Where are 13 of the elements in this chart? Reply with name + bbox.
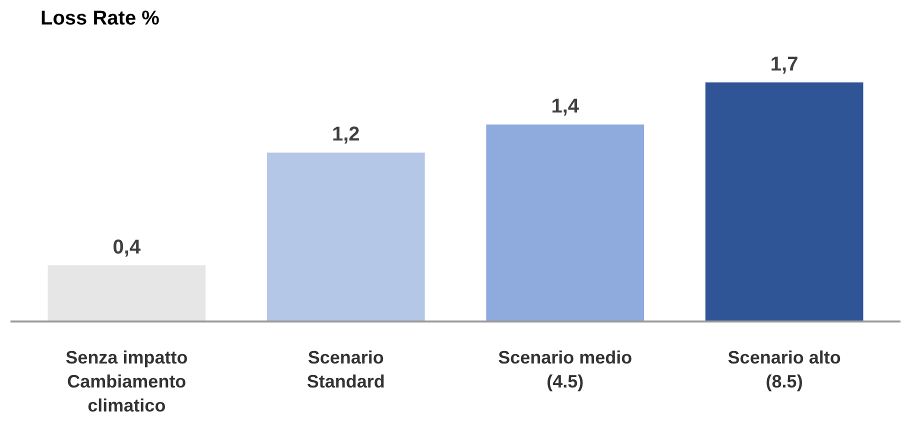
x-tick-label: Scenario Standard xyxy=(306,348,385,392)
chart-title: Loss Rate % xyxy=(40,8,160,30)
bar xyxy=(48,265,206,322)
x-tick-label: Senza impatto Cambiamento climatico xyxy=(66,348,188,416)
data-label: 0,4 xyxy=(112,236,142,258)
data-label: 1,4 xyxy=(551,96,580,118)
bar xyxy=(266,152,425,322)
data-label: 1,7 xyxy=(770,53,798,76)
bar xyxy=(705,82,864,322)
x-tick-label: Scenario alto (8.5) xyxy=(728,348,841,392)
bar xyxy=(486,124,644,322)
x-tick-label: Scenario medio (4.5) xyxy=(498,348,632,392)
data-label: 1,2 xyxy=(332,124,360,146)
